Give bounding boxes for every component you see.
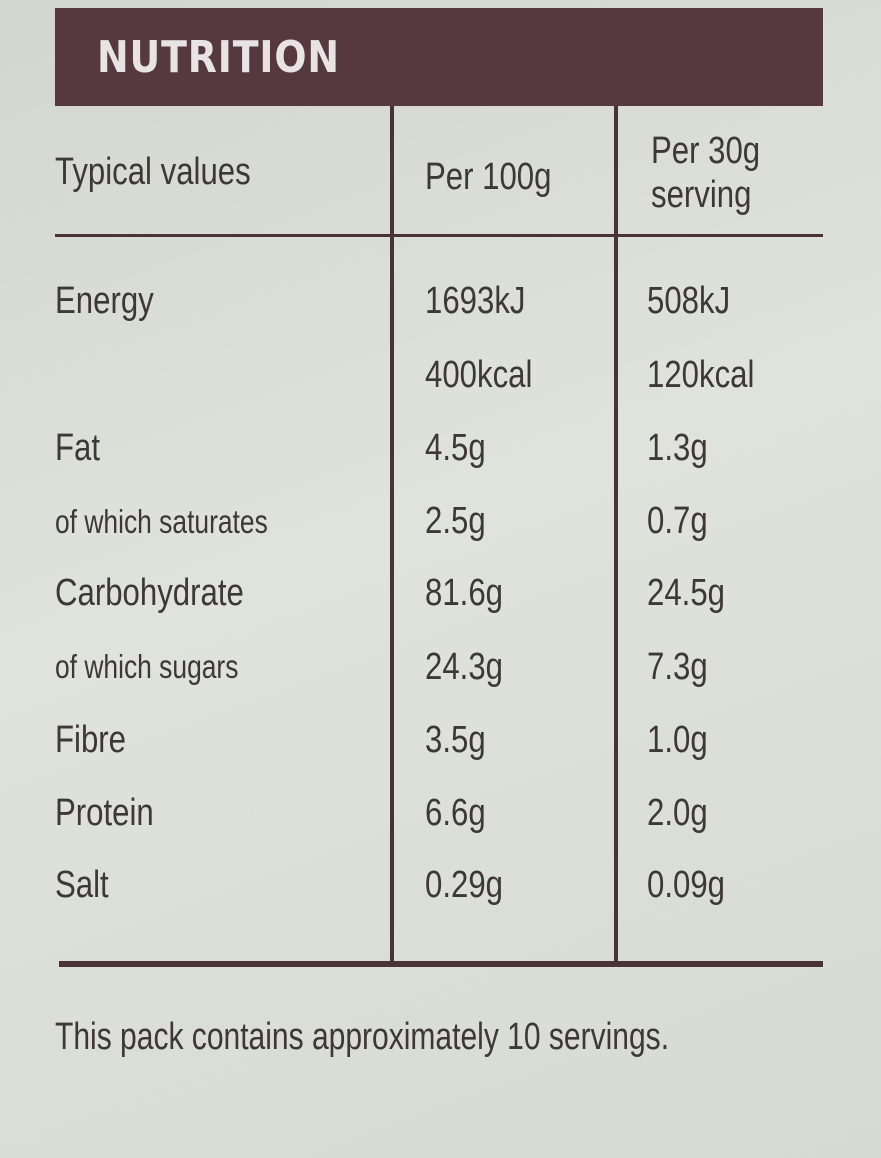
column-header-per-100g: Per 100g: [425, 156, 552, 198]
column-header-per-serving-line2: serving: [651, 174, 752, 216]
row-label-protein: Protein: [55, 792, 154, 834]
column-header-per-serving-line1: Per 30g: [651, 130, 761, 172]
saturates-per-serving: 0.7g: [647, 500, 708, 542]
fat-per-serving: 1.3g: [647, 427, 708, 469]
nutrition-label: NUTRITION Typical values Per 100g Per 30…: [55, 8, 823, 968]
saturates-per-100g: 2.5g: [425, 500, 486, 542]
fibre-per-serving: 1.0g: [647, 719, 708, 761]
row-label-energy: Energy: [55, 280, 154, 322]
bottom-rule: [59, 961, 823, 967]
nutrition-title: NUTRITION: [97, 32, 340, 83]
protein-per-serving: 2.0g: [647, 792, 708, 834]
nutrition-header: NUTRITION: [55, 8, 823, 106]
protein-per-100g: 6.6g: [425, 792, 486, 834]
sugars-per-100g: 24.3g: [425, 646, 503, 688]
header-rule: [55, 234, 823, 237]
salt-per-100g: 0.29g: [425, 864, 503, 906]
column-header-typical-values: Typical values: [55, 151, 251, 193]
fat-per-100g: 4.5g: [425, 427, 486, 469]
row-label-salt: Salt: [55, 864, 109, 906]
salt-per-serving: 0.09g: [647, 864, 725, 906]
carbohydrate-per-100g: 81.6g: [425, 572, 503, 614]
column-divider: [614, 106, 618, 964]
row-label-fat: Fat: [55, 427, 101, 469]
energy-kj-per-serving: 508kJ: [647, 280, 731, 322]
row-label-saturates: of which saturates: [55, 503, 268, 540]
row-label-carbohydrate: Carbohydrate: [55, 572, 244, 614]
fibre-per-100g: 3.5g: [425, 719, 486, 761]
carbohydrate-per-serving: 24.5g: [647, 572, 725, 614]
energy-kcal-per-100g: 400kcal: [425, 354, 533, 396]
column-divider: [390, 106, 394, 964]
energy-kcal-per-serving: 120kcal: [647, 354, 755, 396]
servings-note: This pack contains approximately 10 serv…: [55, 1016, 670, 1058]
energy-kj-per-100g: 1693kJ: [425, 280, 526, 322]
sugars-per-serving: 7.3g: [647, 646, 708, 688]
row-label-sugars: of which sugars: [55, 648, 239, 685]
row-label-fibre: Fibre: [55, 719, 126, 761]
